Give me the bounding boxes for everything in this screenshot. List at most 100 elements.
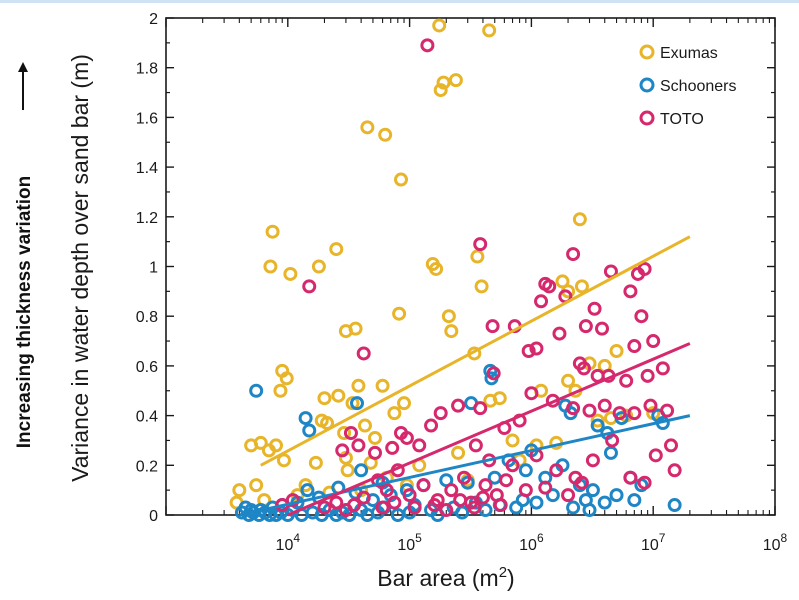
y-tick-label: 1.6: [136, 110, 158, 127]
data-point: [486, 366, 501, 381]
data-point: [232, 483, 247, 498]
data-point: [605, 433, 620, 448]
data-point: [368, 445, 383, 460]
data-point: [429, 261, 444, 276]
x-axis-title-close: ): [507, 565, 515, 591]
data-point: [590, 418, 605, 433]
data-point: [475, 490, 490, 505]
data-point: [283, 266, 298, 281]
series-toto: [275, 38, 682, 518]
data-point: [667, 498, 682, 513]
data-point: [646, 334, 661, 349]
data-point: [329, 495, 344, 510]
data-point: [387, 495, 402, 510]
y-tick-label: 0.4: [136, 409, 158, 426]
data-point: [397, 396, 412, 411]
data-point: [337, 425, 352, 440]
data-point: [340, 463, 355, 478]
legend-item: Exumas: [639, 44, 718, 62]
y-tick-label: 1.2: [136, 210, 158, 227]
y-tick-label: 0.8: [136, 309, 158, 326]
data-point: [473, 237, 488, 252]
top-border-line: [0, 0, 799, 3]
data-point: [597, 495, 612, 510]
data-point: [244, 438, 259, 453]
data-point: [356, 490, 371, 505]
data-point: [609, 343, 624, 358]
y-axis: 0 0.2 0.4 0.6 0.8 1 1.2 1.4 1.6 1.8 2: [136, 11, 775, 525]
data-point: [311, 259, 326, 274]
data-point: [566, 401, 581, 416]
data-point: [468, 438, 483, 453]
data-point: [300, 483, 315, 498]
data-point: [345, 396, 360, 411]
data-point: [453, 493, 468, 508]
up-arrow-icon: [18, 62, 28, 110]
data-point: [529, 495, 544, 510]
data-point: [505, 433, 520, 448]
data-point: [350, 396, 365, 411]
trend-line-exumas: [260, 235, 691, 467]
data-point: [534, 294, 549, 309]
legend-label: Schooners: [660, 78, 737, 95]
data-point: [574, 475, 589, 490]
y-tick-label: 1: [149, 260, 158, 277]
data-point: [555, 274, 570, 289]
data-point: [360, 120, 375, 135]
data-point: [356, 346, 371, 361]
data-point: [566, 247, 581, 262]
data-point: [643, 398, 658, 413]
data-point: [385, 440, 400, 455]
data-point: [627, 339, 642, 354]
data-point: [416, 478, 431, 493]
data-point: [433, 83, 448, 98]
data-point: [603, 264, 618, 279]
side-annotation: Increasing thickness variation: [14, 62, 35, 448]
data-point: [505, 458, 520, 473]
data-point: [542, 279, 557, 294]
data-point: [261, 443, 276, 458]
data-point: [582, 503, 597, 518]
data-point: [273, 383, 288, 398]
data-point: [493, 498, 508, 513]
legend: Exumas Schooners TOTO: [639, 44, 737, 128]
data-point: [545, 488, 560, 503]
data-point: [285, 493, 300, 508]
data-point: [424, 418, 439, 433]
data-point: [378, 127, 393, 142]
data-point: [524, 386, 539, 401]
data-point: [402, 488, 417, 503]
y-tick-label: 0: [149, 508, 158, 525]
data-point: [574, 279, 589, 294]
data-point: [572, 212, 587, 227]
data-point: [609, 488, 624, 503]
legend-marker: [639, 77, 655, 93]
x-axis: 104 105 106 107 108: [165, 18, 788, 554]
data-point: [444, 324, 459, 339]
data-point: [317, 391, 332, 406]
data-point: [298, 411, 313, 426]
data-point: [379, 483, 394, 498]
data-point: [561, 488, 576, 503]
data-point: [412, 438, 427, 453]
legend-label: TOTO: [660, 111, 704, 128]
data-point: [457, 470, 472, 485]
data-point: [660, 403, 675, 418]
data-point: [576, 361, 591, 376]
data-point: [521, 343, 536, 358]
x-tick-label: 104: [276, 531, 301, 554]
data-point: [619, 373, 634, 388]
data-point: [492, 391, 507, 406]
data-point: [394, 172, 409, 187]
data-point: [667, 463, 682, 478]
data-point: [518, 483, 533, 498]
series-layer: [229, 18, 691, 522]
data-point: [302, 279, 317, 294]
data-point: [482, 23, 497, 38]
data-point: [436, 75, 451, 90]
legend-marker: [639, 44, 655, 60]
data-point: [439, 503, 454, 518]
data-point: [595, 321, 610, 336]
data-point: [351, 438, 366, 453]
